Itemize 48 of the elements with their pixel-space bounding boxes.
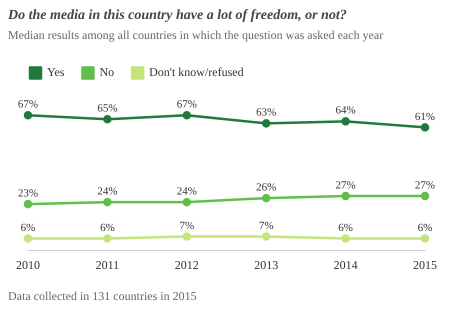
legend-label: Don't know/refused [149,65,244,80]
point [262,194,270,202]
x-tick-label: 2015 [413,258,437,272]
x-tick-label: 2010 [16,258,40,272]
data-label: 26% [256,181,276,194]
data-label: 7% [179,220,194,232]
data-label: 24% [97,186,118,198]
point [24,200,32,208]
data-label: 6% [338,222,353,234]
data-label: 27% [336,179,356,192]
x-tick-label: 2011 [96,258,120,272]
point [24,111,32,120]
data-label: 67% [18,98,38,111]
text: Data collected in 131 countries in 2015 [8,289,198,304]
point [24,234,32,243]
legend-label: Yes [47,65,65,80]
x-tick-label: 2014 [334,258,358,272]
point [341,234,350,243]
legend-label: No [99,65,114,80]
x-tick-label: 2013 [254,258,278,272]
point [420,234,430,243]
data-label: 61% [414,110,436,123]
data-label: 67% [176,98,197,111]
data-label: 6% [418,222,432,234]
x-tick-label: 2012 [174,258,199,272]
point [262,119,270,128]
data-label: 23% [18,188,38,200]
data-label: 6% [20,222,36,234]
data-label: 63% [256,106,276,119]
point [182,198,192,206]
data-label: 24% [176,186,197,198]
point [103,198,112,206]
chart-title: Do the media in this country have a lot of freedom, or not? [8,8,348,24]
data-label: 6% [100,222,115,234]
point [341,117,350,126]
point [341,192,350,200]
point [103,234,112,243]
point [182,232,192,241]
point [420,123,430,132]
data-label: 7% [258,220,274,232]
data-label: 27% [414,179,436,192]
data-label: 64% [336,104,356,117]
point [103,115,112,124]
point [262,232,270,241]
chart-subtitle: Median results among all countries in which the question was asked each year [8,28,384,43]
data-label: 65% [97,102,118,115]
point [182,111,192,120]
point [420,192,430,200]
